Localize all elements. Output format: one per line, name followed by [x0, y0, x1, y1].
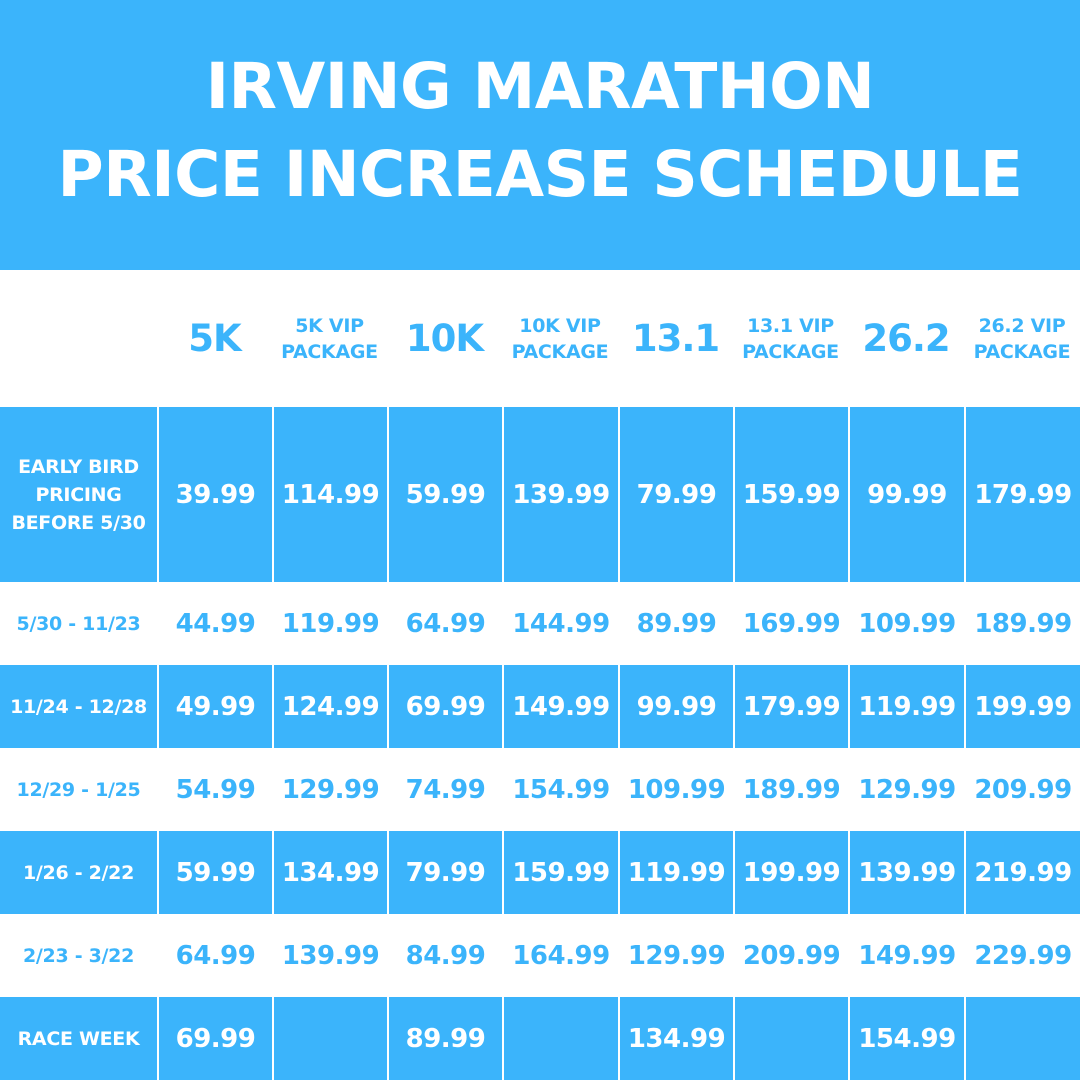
price-cell: 199.99	[733, 831, 848, 914]
price-cell: 154.99	[512, 774, 610, 805]
price-cell: 189.99	[742, 774, 841, 805]
price-cell: 159.99	[733, 407, 848, 582]
price-cell: 179.99	[733, 665, 848, 748]
price-cell	[964, 997, 1080, 1080]
price-cell: 134.99	[618, 997, 733, 1080]
price-cell: 119.99	[618, 831, 733, 914]
price-cell: 114.99	[272, 407, 387, 582]
price-cell: 179.99	[964, 407, 1080, 582]
row-label: 2/23 - 3/22	[22, 944, 134, 967]
price-cell: 49.99	[157, 665, 272, 748]
price-cell: 99.99	[618, 665, 733, 748]
price-cell: 59.99	[387, 407, 502, 582]
price-cell: 164.99	[512, 940, 610, 971]
price-cell: 89.99	[636, 608, 717, 639]
price-cell	[272, 997, 387, 1080]
price-cell: 119.99	[281, 608, 380, 639]
price-cell: 74.99	[405, 774, 486, 805]
price-cell: 169.99	[742, 608, 841, 639]
table-row-early-bird: EARLY BIRD PRICING BEFORE 5/30 39.99 114.9…	[0, 407, 1080, 582]
row-label: 1/26 - 2/22	[22, 861, 134, 884]
row-label: 11/24 - 12/28	[10, 695, 147, 718]
price-cell: 69.99	[157, 997, 272, 1080]
price-cell: 64.99	[175, 940, 256, 971]
column-header-13-1-vip: 13.1 VIP PACKAGE	[742, 314, 839, 363]
price-cell: 84.99	[405, 940, 486, 971]
price-cell: 159.99	[502, 831, 618, 914]
price-cell: 199.99	[964, 665, 1080, 748]
row-label: 5/30 - 11/23	[16, 612, 141, 635]
price-cell: 229.99	[974, 940, 1072, 971]
price-cell	[502, 997, 618, 1080]
price-cell: 129.99	[281, 774, 380, 805]
column-header-5k-vip: 5K VIP PACKAGE	[281, 314, 378, 363]
price-cell: 124.99	[272, 665, 387, 748]
price-cell: 139.99	[848, 831, 964, 914]
title-banner: IRVING MARATHON PRICE INCREASE SCHEDULE	[0, 0, 1080, 270]
price-cell: 209.99	[974, 774, 1072, 805]
price-cell: 79.99	[387, 831, 502, 914]
price-cell	[733, 997, 848, 1080]
column-header-13-1: 13.1	[631, 317, 720, 360]
column-header-10k: 10K	[405, 317, 484, 360]
price-table-header: 5K 5K VIP PACKAGE 10K 10K VIP PACKAGE 13…	[0, 270, 1080, 407]
price-cell: 39.99	[157, 407, 272, 582]
table-row-2-23-to-3-22: 2/23 - 3/22 64.99 139.99 84.99 164.99 129.99 2…	[0, 914, 1080, 997]
price-cell: 134.99	[272, 831, 387, 914]
price-cell: 129.99	[858, 774, 956, 805]
table-row-12-29-to-1-25: 12/29 - 1/25 54.99 129.99 74.99 154.99 109.99…	[0, 748, 1080, 831]
header-corner	[0, 270, 157, 407]
price-cell: 54.99	[175, 774, 256, 805]
price-cell: 149.99	[858, 940, 956, 971]
price-cell: 149.99	[502, 665, 618, 748]
title-line-2: PRICE INCREASE SCHEDULE	[57, 138, 1023, 211]
price-cell: 89.99	[387, 997, 502, 1080]
column-header-26-2-vip: 26.2 VIP PACKAGE	[973, 314, 1071, 363]
table-row-5-30-to-11-23: 5/30 - 11/23 44.99 119.99 64.99 144.99 89.99 1…	[0, 582, 1080, 665]
price-cell: 99.99	[848, 407, 964, 582]
price-cell: 144.99	[512, 608, 610, 639]
price-cell: 64.99	[405, 608, 486, 639]
row-label: EARLY BIRD PRICING BEFORE 5/30	[11, 455, 146, 534]
table-row-1-26-to-2-22: 1/26 - 2/22 59.99 134.99 79.99 159.99 119.99 1…	[0, 831, 1080, 914]
price-cell: 209.99	[742, 940, 841, 971]
price-cell: 109.99	[627, 774, 726, 805]
column-header-5k: 5K	[188, 317, 241, 360]
price-cell: 139.99	[502, 407, 618, 582]
price-cell: 189.99	[974, 608, 1072, 639]
price-cell: 59.99	[157, 831, 272, 914]
column-header-10k-vip: 10K VIP PACKAGE	[511, 314, 609, 363]
row-label: RACE WEEK	[17, 1027, 140, 1050]
table-row-race-week: RACE WEEK 69.99 89.99 134.99 154.99	[0, 997, 1080, 1080]
price-cell: 109.99	[858, 608, 956, 639]
price-cell: 219.99	[964, 831, 1080, 914]
price-cell: 44.99	[175, 608, 256, 639]
price-cell: 69.99	[387, 665, 502, 748]
row-label: 12/29 - 1/25	[16, 778, 141, 801]
price-cell: 154.99	[848, 997, 964, 1080]
table-row-11-24-to-12-28: 11/24 - 12/28 49.99 124.99 69.99 149.99 99.99…	[0, 665, 1080, 748]
price-cell: 139.99	[281, 940, 380, 971]
price-cell: 119.99	[848, 665, 964, 748]
title-line-1: IRVING MARATHON	[205, 50, 875, 123]
price-cell: 79.99	[618, 407, 733, 582]
price-cell: 129.99	[627, 940, 726, 971]
column-header-26-2: 26.2	[862, 317, 950, 360]
